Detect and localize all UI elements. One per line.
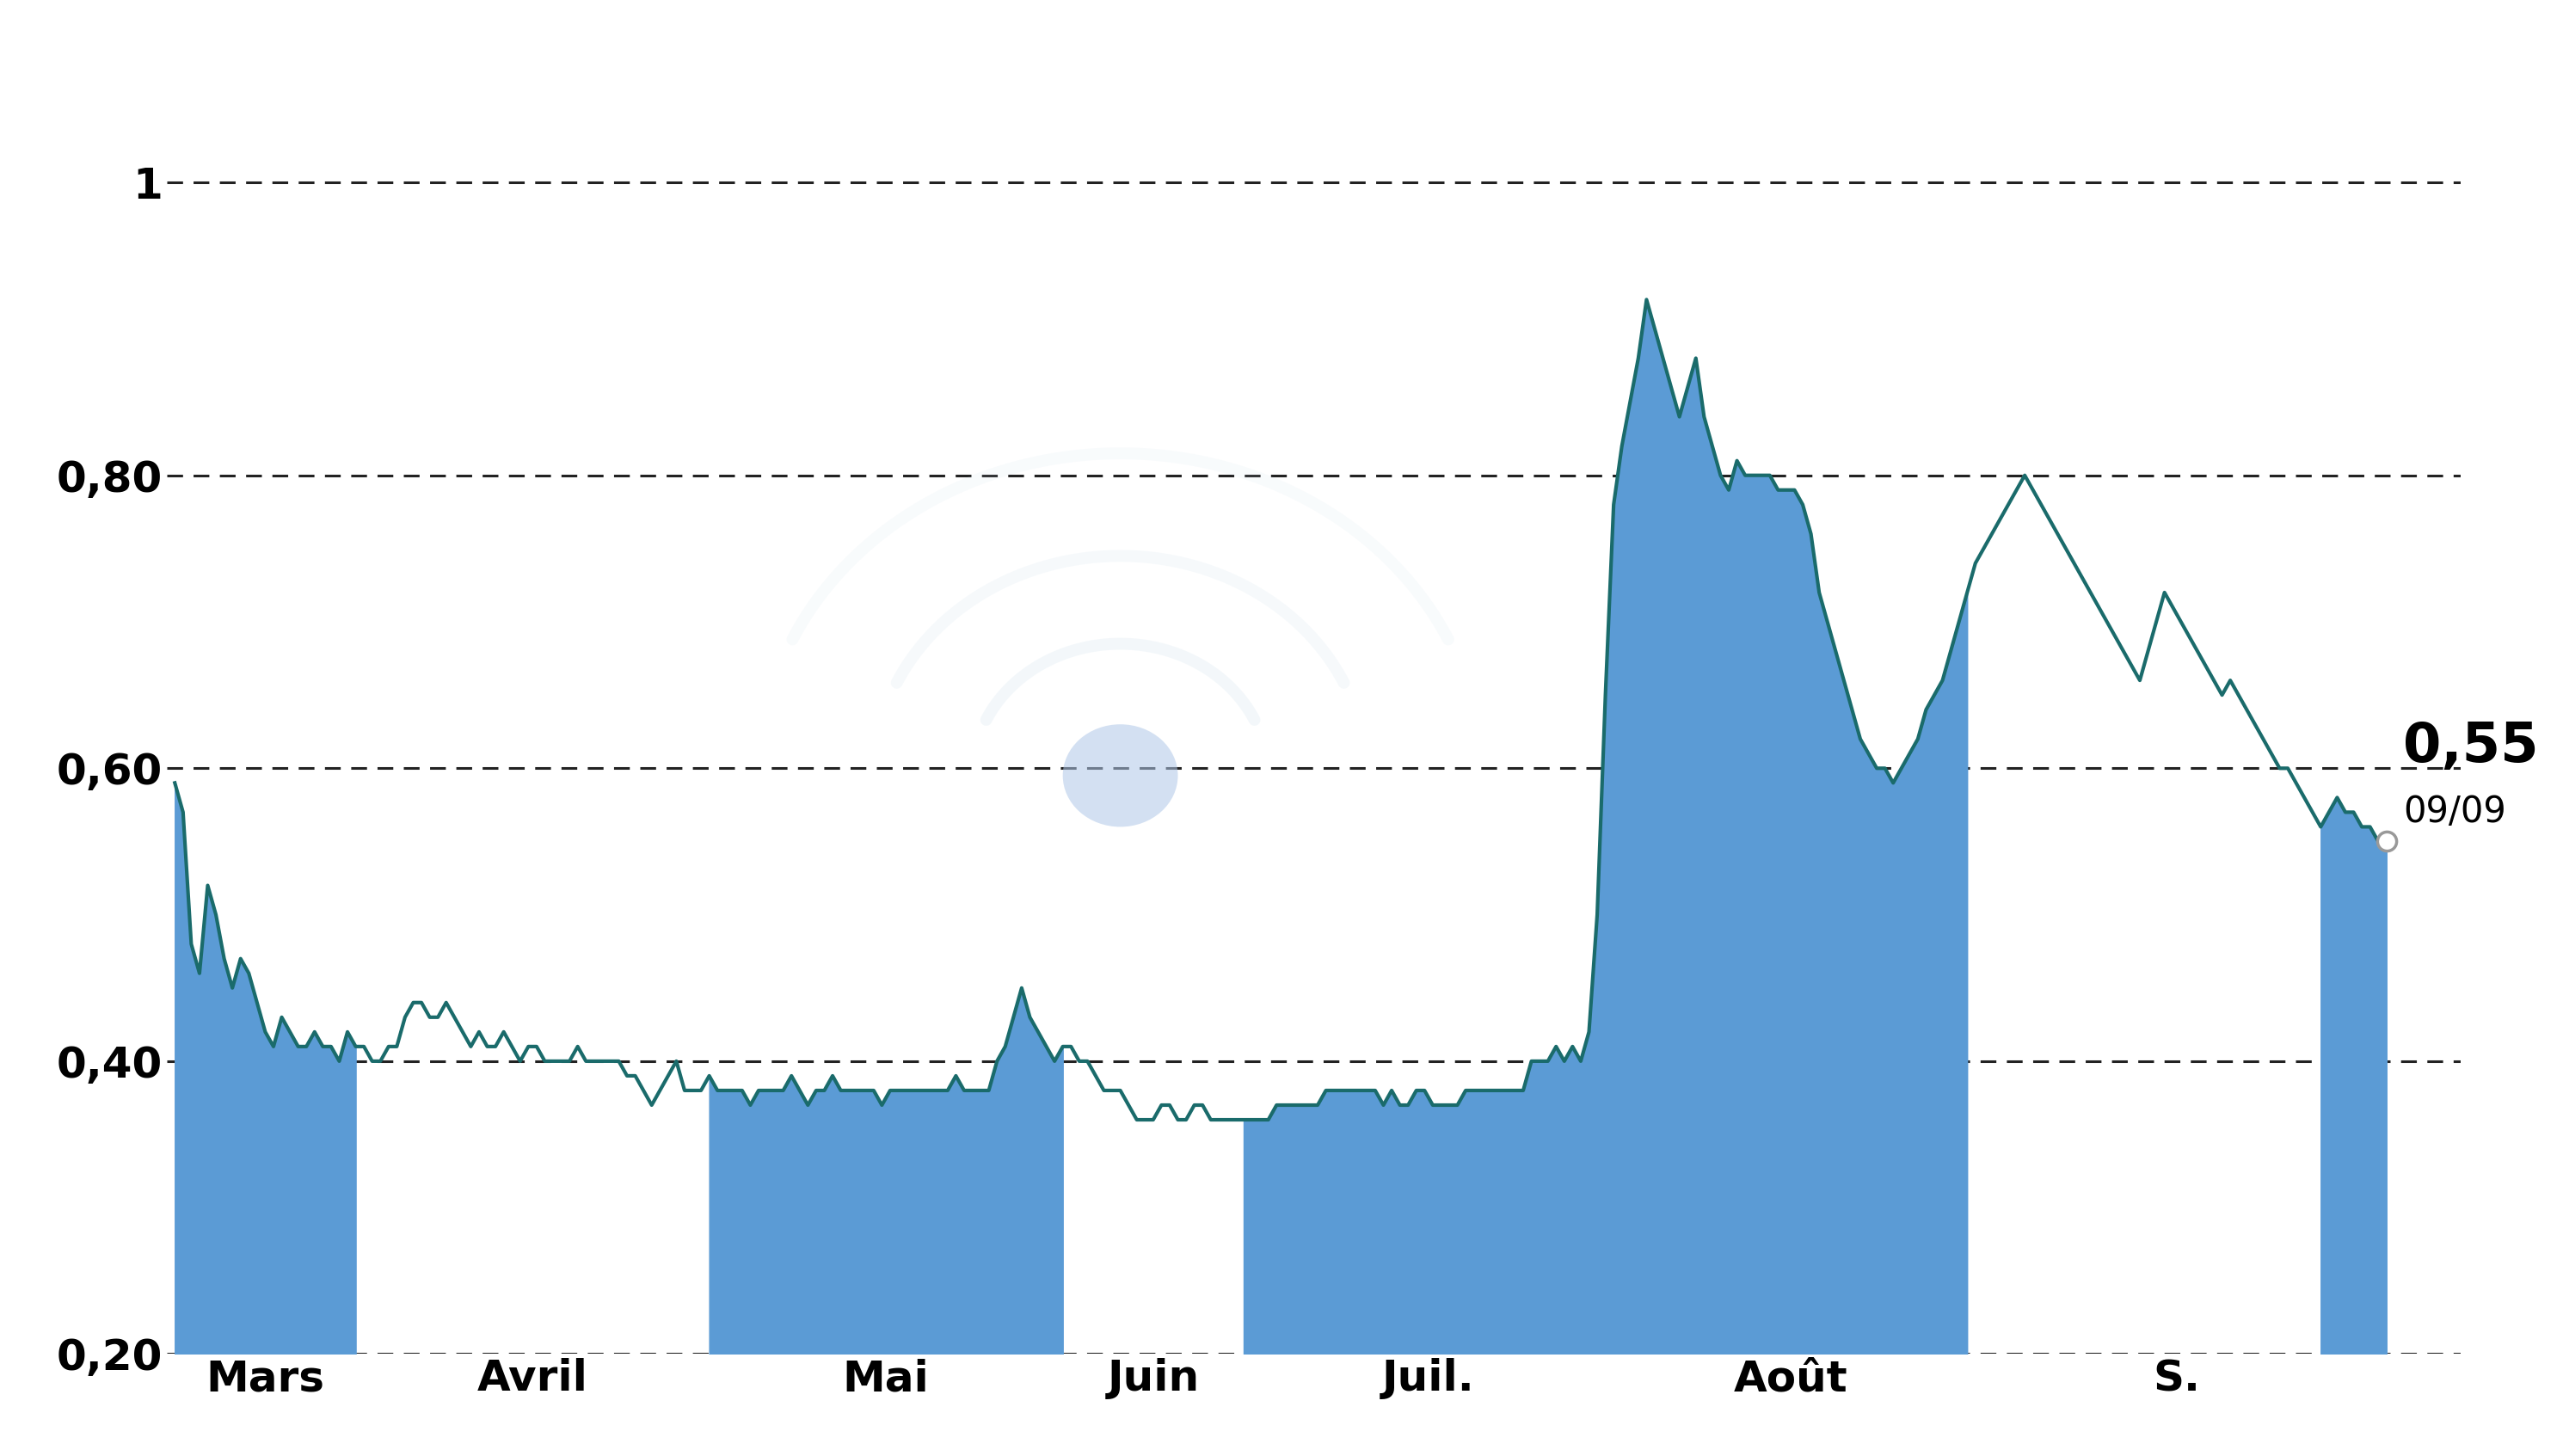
Text: A2Z Smart Technologies Corp.: A2Z Smart Technologies Corp. xyxy=(592,7,1971,87)
Text: 09/09: 09/09 xyxy=(2404,794,2507,830)
Ellipse shape xyxy=(1064,724,1179,827)
Text: 0,55: 0,55 xyxy=(2404,719,2537,773)
